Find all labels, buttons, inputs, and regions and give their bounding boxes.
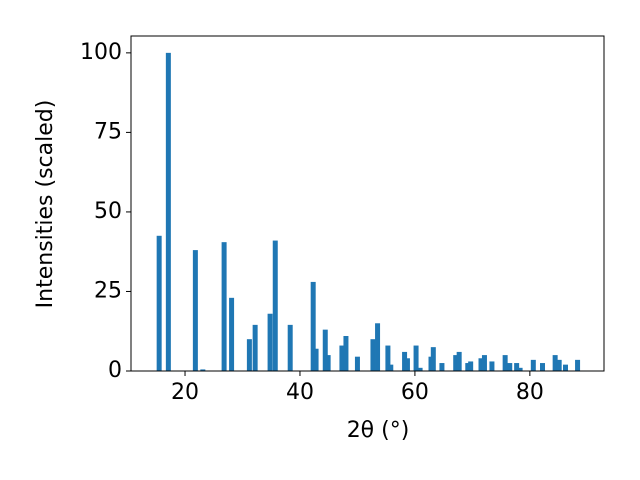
bar bbox=[404, 358, 410, 371]
y-axis-label: Intensities (scaled) bbox=[33, 100, 58, 309]
bar bbox=[489, 361, 495, 371]
bar bbox=[156, 235, 162, 371]
bar bbox=[354, 356, 360, 371]
bar bbox=[322, 329, 328, 371]
bar bbox=[267, 313, 273, 371]
bar bbox=[375, 323, 381, 371]
bar bbox=[325, 355, 331, 371]
bar bbox=[468, 361, 474, 371]
bar bbox=[339, 345, 345, 371]
bar bbox=[287, 324, 293, 371]
x-axis-label: 2θ (°) bbox=[347, 418, 410, 443]
bar bbox=[385, 345, 391, 371]
bar bbox=[430, 347, 436, 371]
bar bbox=[478, 358, 484, 371]
bar bbox=[456, 351, 462, 371]
bar bbox=[192, 250, 198, 371]
bar bbox=[556, 359, 562, 371]
bar bbox=[453, 355, 459, 371]
bar bbox=[540, 363, 546, 371]
bar bbox=[272, 240, 278, 371]
x-tick-label: 60 bbox=[401, 380, 429, 405]
bar bbox=[343, 336, 349, 371]
bar bbox=[229, 297, 235, 371]
bar bbox=[165, 52, 171, 371]
y-tick-label: 25 bbox=[94, 278, 122, 303]
bar bbox=[552, 355, 558, 371]
x-tick-label: 40 bbox=[286, 380, 314, 405]
bar bbox=[530, 359, 536, 371]
y-tick-label: 0 bbox=[108, 358, 122, 383]
bar bbox=[402, 351, 408, 371]
bar bbox=[507, 363, 513, 371]
bar bbox=[417, 367, 423, 371]
y-tick-label: 100 bbox=[80, 40, 122, 65]
bar bbox=[252, 324, 258, 371]
bar bbox=[517, 367, 523, 371]
bar bbox=[413, 345, 419, 371]
bar bbox=[562, 364, 568, 371]
bar bbox=[514, 363, 520, 371]
bar bbox=[502, 355, 508, 371]
bar bbox=[465, 363, 471, 371]
y-tick-label: 50 bbox=[94, 199, 122, 224]
plot-frame bbox=[130, 35, 605, 372]
bar bbox=[221, 242, 227, 371]
bar bbox=[575, 359, 581, 371]
bar bbox=[310, 281, 316, 371]
bar bbox=[388, 364, 394, 371]
x-tick-label: 80 bbox=[516, 380, 544, 405]
bar bbox=[439, 363, 445, 371]
bar bbox=[200, 369, 206, 371]
bar bbox=[481, 355, 487, 371]
x-tick-label: 20 bbox=[171, 380, 199, 405]
y-tick-label: 75 bbox=[94, 119, 122, 144]
bar bbox=[313, 348, 319, 371]
bar bbox=[246, 339, 252, 371]
bar bbox=[370, 339, 376, 371]
